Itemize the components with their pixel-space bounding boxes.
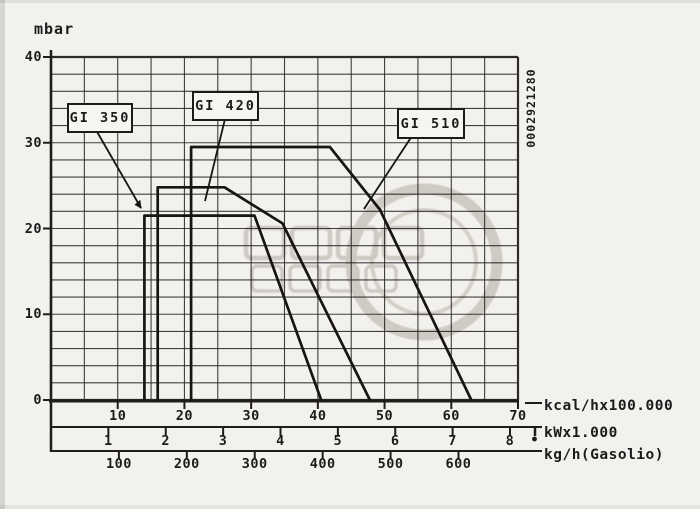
x-tick-label: 30 (242, 408, 260, 424)
watermark-ring (345, 183, 503, 341)
y-tick-label: 40 (24, 49, 42, 65)
callout-box-gi-350: GI 350 (67, 103, 133, 133)
x-tick-label: 5 (333, 433, 343, 449)
watermark-glyphs (243, 225, 425, 293)
x-tick-label: 500 (377, 456, 404, 472)
curve-gi-510 (189, 145, 473, 402)
x-tick-label: 20 (175, 408, 194, 424)
curve-gi-420 (156, 185, 372, 402)
callout-box-gi-420: GI 420 (192, 91, 259, 121)
y-axis-unit-label: mbar (34, 20, 75, 38)
x-tick-label: 300 (241, 456, 268, 472)
leader-gi-350 (95, 129, 142, 209)
x-tick-label: 400 (309, 456, 336, 472)
x-tick-label: 1 (104, 433, 113, 449)
x-tick-label: 40 (309, 408, 327, 424)
x-tick-label: 8 (505, 433, 515, 449)
curves (143, 145, 473, 402)
x-tick-label: 200 (173, 456, 200, 472)
y-tick-label: 30 (24, 134, 42, 151)
drawing-part-number: 0002921280 (524, 68, 538, 148)
x-tick-label: 10 (109, 408, 127, 424)
x-tick-label: 3 (218, 433, 228, 449)
axis-ticks (43, 56, 519, 459)
curve-gi-350 (143, 214, 323, 402)
leader-gi-420 (204, 118, 226, 202)
scan-edge-bottom (0, 505, 700, 509)
x-tick-label: 60 (442, 408, 460, 424)
callout-box-gi-510: GI 510 (397, 108, 465, 139)
leader-gi-510 (363, 135, 413, 210)
watermark (243, 183, 503, 341)
x-axis-unit-kg: kg/h(Gasolio) (544, 447, 664, 463)
x-axis-unit-kcal: kcal/hx100.000 (544, 398, 674, 414)
x-tick-label: 6 (390, 433, 400, 449)
scan-edge-top (0, 0, 700, 3)
scan-edge-left (0, 0, 5, 509)
x-tick-label: 70 (509, 408, 527, 424)
axes (49, 50, 542, 452)
watermark-inner-ring (370, 208, 478, 316)
x-tick-label: 7 (448, 433, 457, 449)
y-tick-label: 0 (33, 392, 42, 408)
x-tick-label: 2 (161, 433, 171, 449)
x-tick-label: 600 (445, 456, 472, 472)
y-tick-label: 20 (24, 220, 42, 237)
x-axis-unit-kw: kWx1.000 (544, 425, 618, 441)
x-tick-label: 50 (375, 408, 394, 424)
x-tick-label: 4 (276, 433, 285, 449)
x-tick-label: 100 (105, 456, 132, 472)
y-tick-label: 10 (24, 306, 42, 323)
x-axis-kw-end-dot (532, 436, 537, 442)
callout-leaders (95, 118, 413, 210)
